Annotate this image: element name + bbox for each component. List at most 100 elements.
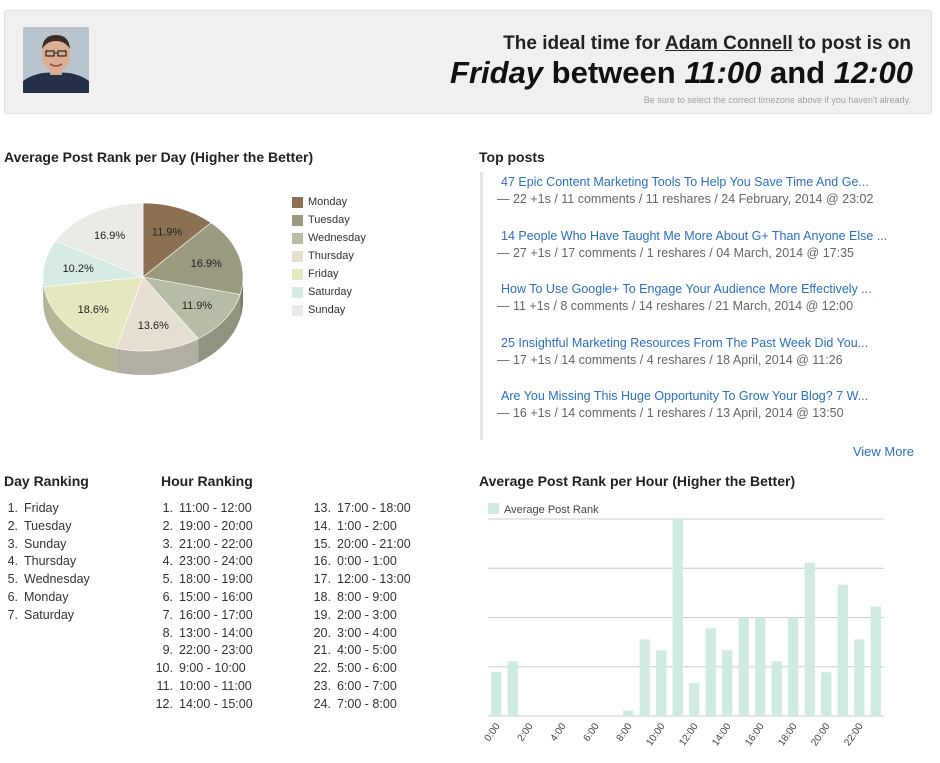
ranking-number: 14. (313, 518, 331, 533)
pie-slice-side (43, 277, 44, 311)
ranking-number: 6. (162, 589, 173, 604)
day-pie-chart: 11.9% 16.9% 11.9% 13.6% 18.6% 10.2% 16.9% (42, 202, 244, 375)
ranking-label: Saturday (24, 607, 75, 622)
bar-14:00 (722, 650, 733, 716)
ranking-number: 3. (162, 536, 173, 551)
ranking-number: 1. (7, 501, 18, 515)
day-ranking-title: Day Ranking (4, 473, 89, 489)
and-text: and (769, 55, 826, 90)
ranking-number: 16. (313, 554, 331, 569)
ranking-label: 14:00 - 15:00 (179, 696, 253, 711)
ranking-item: 3. Sunday (0, 536, 90, 554)
pie-slice-friday (43, 276, 144, 349)
ranking-label: 4:00 - 5:00 (337, 643, 397, 658)
ranking-item: 9. 22:00 - 23:00 (155, 642, 253, 660)
bar-19:00 (804, 562, 815, 716)
ranking-label: 20:00 - 21:00 (337, 536, 411, 551)
bar-15:00 (738, 617, 749, 716)
ranking-item: 7. 16:00 - 17:00 (155, 607, 253, 625)
pie-data-label: 11.9% (182, 300, 213, 312)
hour-ranking-title: Hour Ranking (161, 473, 253, 489)
ranking-number: 13. (313, 501, 331, 515)
ranking-number: 9. (162, 643, 173, 658)
ranking-label: 3:00 - 4:00 (337, 625, 397, 640)
ranking-item: 12. 14:00 - 15:00 (155, 696, 253, 714)
ranking-label: 1:00 - 2:00 (337, 518, 397, 533)
legend-item: Tuesday (292, 211, 366, 229)
pie-slice-sunday (55, 202, 144, 278)
ranking-label: Tuesday (24, 518, 72, 533)
post-item: 25 Insightful Marketing Resources From T… (480, 332, 920, 386)
pie-slice-side (43, 286, 117, 373)
ranking-item: 6. 15:00 - 16:00 (155, 589, 253, 607)
ranking-label: Sunday (24, 536, 67, 551)
top-posts-title: Top posts (479, 149, 545, 165)
ranking-number: 22. (313, 661, 331, 676)
legend-item: Saturday (292, 283, 366, 301)
legend-label: Friday (308, 268, 339, 280)
day-chart-legend: Monday Tuesday Wednesday Thursday Friday Satu… (292, 193, 366, 319)
avatar (23, 27, 89, 93)
pie-slice-monday (142, 202, 212, 278)
legend-swatch (292, 304, 303, 316)
user-name-link[interactable]: Adam Connell (665, 33, 793, 54)
view-more-link[interactable]: View More (852, 444, 914, 459)
ranking-item: 5. 18:00 - 19:00 (155, 571, 253, 589)
ranking-item: 7. Saturday (0, 607, 90, 625)
post-item: How To Use Google+ To Engage Your Audien… (480, 279, 920, 333)
ranking-item: 16. 0:00 - 1:00 (313, 553, 411, 571)
pie-slice-tuesday (142, 222, 244, 295)
ranking-label: 12:00 - 13:00 (337, 572, 411, 587)
ideal-time-value: Friday between 11:00 and 12:00 (450, 55, 913, 91)
ranking-label: 21:00 - 22:00 (179, 536, 253, 551)
post-title-link[interactable]: 14 People Who Have Taught Me More About … (501, 228, 888, 243)
ranking-label: 10:00 - 11:00 (179, 678, 252, 693)
ranking-item: 17. 12:00 - 13:00 (313, 571, 411, 589)
ranking-label: 23:00 - 24:00 (179, 554, 253, 569)
legend-label: Saturday (308, 286, 353, 298)
x-tick-label: 22:00 (842, 721, 866, 748)
ranking-number: 10. (155, 661, 173, 676)
pie-data-label: 16.9% (191, 258, 222, 270)
post-meta: — 17 +1s / 14 comments / 4 reshares / 18… (497, 352, 843, 367)
x-tick-label: 12:00 (677, 721, 701, 748)
x-tick-label: 8:00 (615, 721, 635, 744)
post-title-link[interactable]: 25 Insightful Marketing Resources From T… (501, 335, 869, 350)
pie-data-label: 13.6% (138, 320, 169, 332)
ranking-number: 12. (155, 696, 173, 711)
x-tick-label: 6:00 (582, 721, 602, 744)
ranking-number: 5. (7, 572, 18, 587)
ranking-label: 16:00 - 17:00 (179, 607, 253, 622)
ranking-item: 6. Monday (0, 589, 90, 607)
ranking-number: 1. (162, 501, 173, 515)
ranking-label: Thursday (24, 554, 77, 569)
pie-slice-wednesday (142, 276, 241, 340)
ranking-item: 1. Friday (0, 500, 90, 518)
bar-8:00 (623, 710, 634, 716)
post-title-link[interactable]: 47 Epic Content Marketing Tools To Help … (501, 175, 869, 189)
bar-20:00 (821, 672, 832, 716)
ideal-end-time: 12:00 (833, 55, 913, 90)
ranking-number: 18. (313, 589, 331, 604)
x-tick-label: 2:00 (516, 721, 536, 744)
ranking-label: Monday (24, 589, 69, 604)
x-tick-label: 18:00 (776, 721, 800, 748)
ranking-number: 7. (7, 607, 18, 622)
ideal-time-banner: The ideal time for Adam Connell to post … (4, 10, 932, 114)
ranking-item: 22. 5:00 - 6:00 (313, 660, 411, 678)
x-tick-label: 0:00 (483, 721, 503, 744)
ranking-item: 8. 13:00 - 14:00 (155, 625, 253, 643)
ranking-number: 2. (162, 518, 173, 533)
ranking-item: 4. Thursday (0, 553, 90, 571)
post-item: Are You Missing This Huge Opportunity To… (480, 386, 920, 440)
ranking-number: 19. (313, 607, 331, 622)
ranking-number: 6. (7, 589, 18, 604)
post-title-link[interactable]: Are You Missing This Huge Opportunity To… (501, 389, 869, 403)
bar-18:00 (788, 617, 799, 716)
day-chart-title: Average Post Rank per Day (Higher the Be… (4, 149, 314, 165)
legend-swatch (292, 286, 303, 298)
legend-item: Thursday (292, 247, 366, 265)
post-title-link[interactable]: How To Use Google+ To Engage Your Audien… (501, 282, 872, 296)
bar-9:00 (639, 639, 650, 716)
ranking-number: 4. (7, 554, 18, 569)
